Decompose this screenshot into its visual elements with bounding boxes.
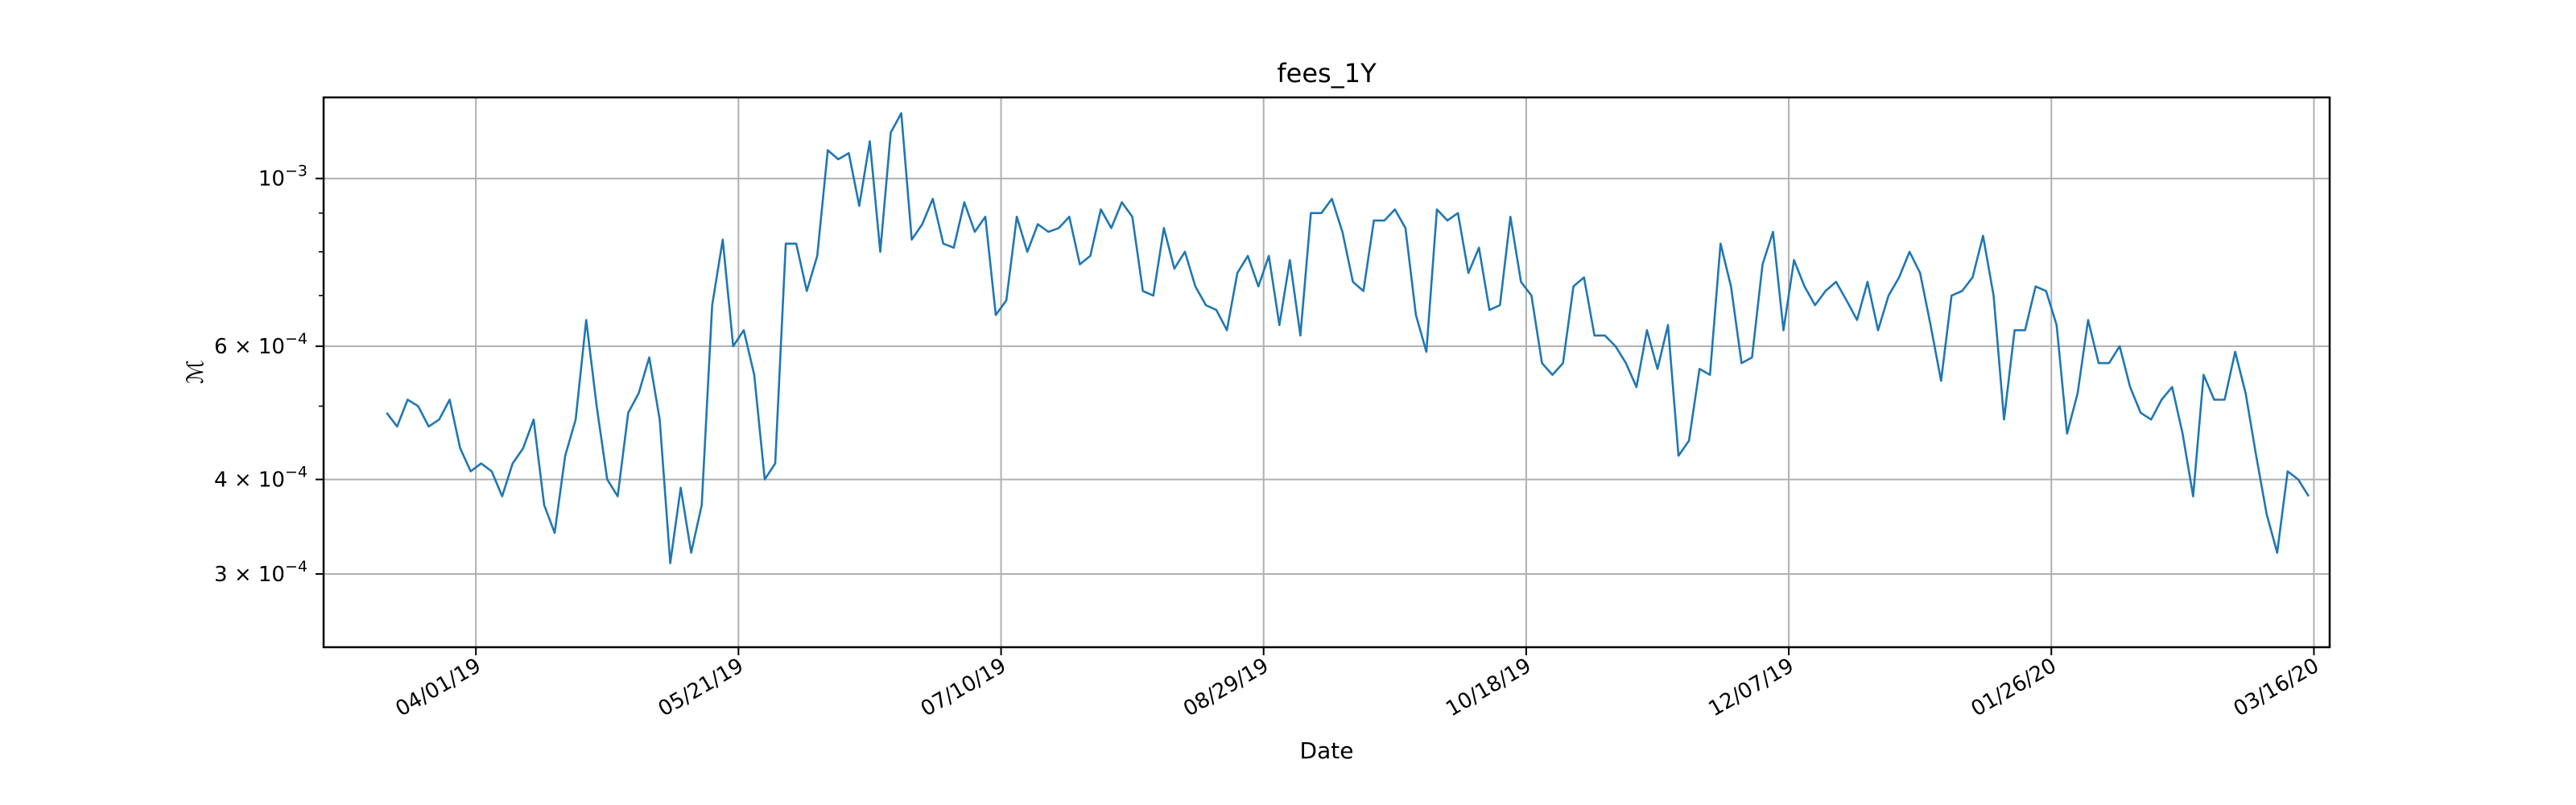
x-tick-label: 04/01/19	[392, 654, 485, 721]
chart-title: fees_1Y	[1277, 58, 1377, 89]
y-tick-label: 3 × 10−4	[214, 558, 308, 587]
y-axis-label: ℳ	[182, 360, 208, 384]
y-tick-exponent: −4	[285, 464, 308, 481]
x-tick-label: 05/21/19	[654, 654, 748, 721]
x-tick-label: 10/18/19	[1442, 654, 1535, 721]
y-tick-exponent: −4	[285, 330, 308, 348]
x-tick-label: 12/07/19	[1704, 654, 1798, 721]
y-tick-exponent: −3	[285, 163, 308, 180]
x-tick-label: 07/10/19	[917, 654, 1010, 721]
grid-layer	[324, 97, 2330, 647]
y-tick-mantissa: 3 × 10	[214, 563, 285, 587]
plot-frame	[322, 96, 2331, 649]
y-tick-label: 6 × 10−4	[214, 330, 308, 359]
series-line	[386, 112, 2310, 564]
y-tick-mantissa: 6 × 10	[214, 335, 285, 359]
y-tick-mantissa: 4 × 10	[214, 469, 285, 493]
x-tick-label: 08/29/19	[1179, 654, 1273, 721]
tick-layer: 04/01/19 05/21/19 07/10/19 08/29/19 10/18/19…	[214, 163, 2323, 722]
series-layer	[386, 112, 2310, 564]
y-tick-mantissa: 10	[258, 167, 285, 192]
y-tick-label: 4 × 10−4	[214, 464, 308, 493]
x-axis-label: Date	[1300, 737, 1354, 764]
y-tick-label: 10−3	[258, 163, 308, 192]
x-tick-label: 01/26/20	[1967, 654, 2061, 721]
x-tick-label: 03/16/20	[2230, 654, 2323, 721]
y-tick-exponent: −4	[285, 558, 308, 576]
